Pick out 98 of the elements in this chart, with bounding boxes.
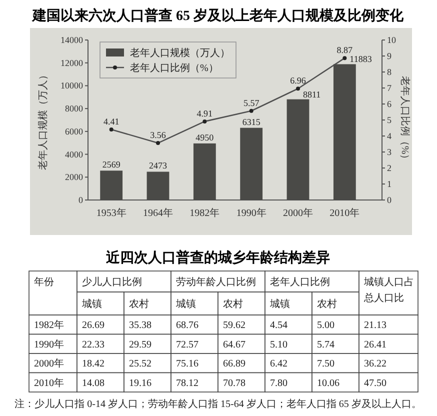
data-label: 7.50	[317, 358, 334, 370]
x-tick-label: 2010年	[330, 207, 360, 219]
data-label: 66.89	[223, 358, 246, 370]
title: 近四次人口普查的城乡年龄结构差异	[106, 251, 330, 266]
data-label: 64.67	[223, 339, 246, 350]
y2-tick-label: 2	[387, 163, 392, 173]
x-tick-label: 城镇	[175, 298, 196, 310]
y2-tick-label: 8	[387, 67, 392, 77]
x-tick-label: 1982年	[190, 207, 220, 219]
data-label: 3.56	[150, 130, 166, 140]
x-tick-label: 1953年	[96, 207, 126, 219]
data-label: 21.13	[364, 320, 386, 332]
legend-label: 老年人口比例（%）	[130, 62, 218, 74]
y-tick-label: 2000年	[34, 358, 64, 370]
y-tick-label: 14000	[60, 35, 84, 45]
data-label: 8.87	[336, 45, 354, 56]
data-label: 25.52	[129, 358, 152, 370]
title: 建国以来六次人口普查 65 岁及以上老年人口规模及比例变化	[32, 9, 404, 24]
data-label: 5.74	[317, 339, 334, 350]
x-tick-label: 农村	[317, 298, 337, 310]
x-tick-label: 1990年	[236, 207, 266, 219]
data-label: 47.50	[364, 378, 386, 389]
point	[342, 56, 347, 60]
y-tick-label: 12000	[60, 58, 84, 68]
data-label: 5.00	[317, 320, 334, 332]
y-tick-label: 4000	[65, 149, 84, 160]
x-tick-label: 城镇人口占总人口比	[363, 276, 414, 304]
point	[296, 86, 300, 91]
data-label: 6.42	[270, 358, 288, 370]
bar	[240, 128, 263, 200]
y2-tick-label: 0	[387, 195, 392, 205]
text: 注：少儿人口指 0-14 岁人口；劳动年龄人口指 15-64 岁人口；老年人口指 65 岁及以上人口。	[14, 398, 422, 410]
data-label: 22.33	[82, 339, 104, 350]
data-label: 11883	[350, 54, 372, 64]
data-label: 5.10	[270, 339, 288, 350]
y2-tick-label: 9	[387, 51, 392, 61]
data-label: 78.12	[176, 378, 198, 389]
data-label: 6.96	[290, 76, 306, 86]
y2-tick-label: 3	[387, 147, 392, 157]
x-tick-label: 农村	[223, 298, 243, 310]
data-label: 14.08	[82, 378, 104, 389]
y2-tick-label: 5	[387, 115, 392, 125]
data-label: 4.91	[196, 108, 213, 118]
x-tick-label: 1964年	[143, 207, 173, 219]
y2-axis-title: 老年人口比例（%）	[399, 76, 411, 164]
bar	[286, 99, 310, 200]
data-label: 59.62	[223, 320, 246, 332]
y-tick-label: 10000	[60, 80, 84, 91]
y-tick-label: 2000	[65, 172, 84, 182]
data-label: 5.57	[243, 98, 260, 108]
point	[202, 119, 207, 124]
y-axis-title: 老年人口规模（万人）	[37, 70, 49, 170]
x-tick-label: 农村	[129, 298, 149, 310]
text: 老年人口比例	[270, 276, 330, 288]
data-label: 19.16	[129, 378, 152, 389]
y-tick-label: 8000	[65, 104, 84, 114]
y-tick-label: 1982年	[34, 319, 64, 332]
data-label: 4950	[196, 132, 214, 142]
data-label: 18.42	[82, 358, 104, 370]
y-tick-label: 2010年	[34, 376, 64, 389]
x-tick-label: 城镇	[269, 298, 290, 310]
point	[156, 141, 160, 146]
legend-label: 老年人口规模（万人）	[130, 47, 230, 59]
y2-tick-label: 4	[387, 131, 392, 141]
data-label: 68.76	[176, 320, 198, 332]
point	[249, 108, 254, 113]
bar	[100, 170, 123, 200]
data-label: 6315	[242, 116, 261, 127]
point	[109, 127, 114, 132]
text: 劳动年龄人口比例	[176, 276, 256, 288]
data-label: 4.41	[103, 116, 120, 126]
data-label: 29.59	[129, 339, 152, 350]
text: 少儿人口比例	[82, 276, 142, 288]
y2-tick-label: 1	[387, 179, 392, 189]
y2-tick-label: 6	[387, 99, 392, 109]
data-label: 2569	[102, 160, 121, 170]
data-label: 7.80	[270, 378, 288, 389]
bar	[146, 172, 170, 200]
data-label: 75.16	[176, 358, 198, 370]
bar	[193, 143, 216, 200]
data-label: 2473	[149, 160, 168, 171]
data-label: 26.69	[82, 320, 104, 332]
x-tick-label: 城镇	[81, 298, 102, 310]
data-label: 4.54	[270, 320, 288, 332]
y-axis-title: 年份	[34, 276, 54, 288]
y-tick-label: 0	[78, 195, 84, 205]
data-label: 70.78	[223, 378, 246, 389]
y-tick-label: 1990年	[34, 338, 64, 350]
data-label: 8811	[303, 89, 321, 100]
data-label: 72.57	[176, 339, 198, 350]
data-label: 35.38	[129, 320, 152, 332]
data-label: 36.22	[364, 358, 386, 370]
y2-tick-label: 10	[387, 35, 396, 45]
data-label: 26.41	[364, 339, 386, 350]
y-tick-label: 6000	[65, 126, 84, 136]
data-label: 10.06	[317, 378, 340, 389]
y2-tick-label: 7	[387, 83, 392, 93]
x-tick-label: 2000年	[283, 207, 313, 219]
